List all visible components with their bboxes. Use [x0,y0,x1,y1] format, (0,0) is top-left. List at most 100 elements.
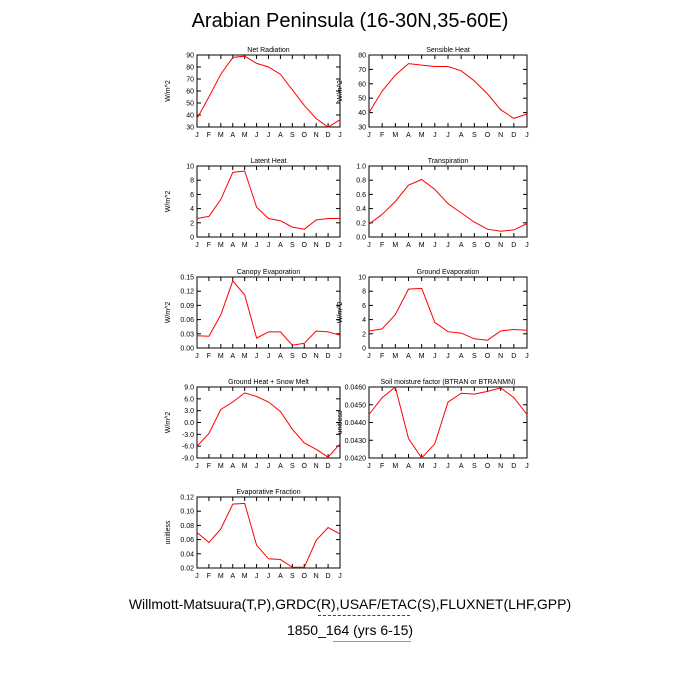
blue-dash-decoration [318,615,410,616]
plot-frame [368,276,528,349]
y-tick-label: 30 [358,125,366,132]
series-line [196,170,340,230]
y-tick-label: 0.0450 [345,402,367,409]
y-tick-label: 0.0 [356,235,366,242]
y-axis-label: W/m^2 [337,80,344,102]
x-tick-label: N [314,353,319,360]
y-tick-label: 10 [358,275,366,282]
page-title: Arabian Peninsula (16-30N,35-60E) [191,10,509,32]
x-tick-label: F [207,242,211,249]
y-tick-label: 70 [358,67,366,74]
x-tick-label: N [314,132,319,139]
x-tick-label: J [195,573,199,580]
x-tick-label: J [367,132,371,139]
x-tick-label: J [195,353,199,360]
x-tick-label: J [267,573,271,580]
y-tick-label: 0.00 [180,346,194,353]
x-tick-label: J [338,463,342,470]
x-tick-label: F [380,132,384,139]
y-tick-label: 80 [358,53,366,60]
x-tick-label: F [380,463,384,470]
y-tick-label: -3.0 [182,432,194,439]
x-tick-label: A [459,132,464,139]
y-tick-label: 6 [190,192,194,199]
x-tick-label: D [326,353,331,360]
x-tick-label: A [278,353,283,360]
plot-frame [196,386,341,459]
x-tick-label: S [472,132,477,139]
y-tick-label: 2 [190,220,194,227]
x-tick-label: J [255,353,259,360]
series-line [368,178,528,232]
x-tick-label: M [218,353,224,360]
x-tick-label: J [267,132,271,139]
x-tick-label: S [290,463,295,470]
x-tick-label: J [267,463,271,470]
x-tick-label: A [278,132,283,139]
panel-title: Soil moisture factor (BTRAN or BTRANMN) [381,379,516,386]
x-tick-label: M [242,353,248,360]
x-tick-label: O [302,463,308,470]
x-tick-label: N [498,353,503,360]
x-tick-label: J [446,132,450,139]
x-tick-label: J [525,353,529,360]
y-tick-label: 9.0 [184,385,194,392]
x-tick-label: J [525,463,529,470]
x-tick-label: A [459,463,464,470]
x-tick-label: S [290,573,295,580]
y-tick-label: 3.0 [184,408,194,415]
x-tick-label: M [419,132,425,139]
x-tick-label: O [485,463,491,470]
plot-frame [196,54,341,128]
x-tick-label: M [419,242,425,249]
panel-title: Latent Heat [250,158,286,165]
y-tick-label: 0.04 [180,551,194,558]
y-tick-label: 6 [362,303,366,310]
y-tick-label: 60 [186,89,194,96]
y-tick-label: 10 [186,164,194,171]
x-tick-label: F [380,353,384,360]
y-tick-label: 60 [358,81,366,88]
x-tick-label: M [392,242,398,249]
x-tick-label: A [278,242,283,249]
y-tick-label: 0.4 [356,206,366,213]
plot-frame [368,386,528,459]
x-tick-label: J [195,463,199,470]
y-tick-label: 8 [362,289,366,296]
x-tick-label: M [392,132,398,139]
y-tick-label: 0.0460 [345,385,367,392]
y-tick-label: 30 [186,125,194,132]
series-line [196,279,341,346]
x-tick-label: A [230,132,235,139]
x-tick-label: O [302,242,308,249]
x-tick-label: D [511,463,516,470]
y-tick-label: 4 [362,317,366,324]
x-tick-label: J [255,573,259,580]
x-tick-label: F [380,242,384,249]
y-tick-label: 0.02 [180,566,194,573]
x-tick-label: J [525,132,529,139]
series-line [196,502,341,568]
x-tick-label: S [290,242,295,249]
x-tick-label: J [367,463,371,470]
x-tick-label: M [242,463,248,470]
x-tick-label: S [472,353,477,360]
y-tick-label: 2 [362,331,366,338]
y-axis-label: unitless [165,520,172,544]
y-tick-label: 0.8 [356,178,366,185]
panel-title: Evaporative Fraction [236,489,300,496]
y-tick-label: -6.0 [182,444,194,451]
y-tick-label: 40 [186,113,194,120]
x-tick-label: D [326,132,331,139]
x-tick-label: A [230,573,235,580]
series-line [196,55,341,128]
y-tick-label: 50 [186,101,194,108]
panel-title: Canopy Evaporation [237,269,301,276]
x-tick-label: N [498,463,503,470]
x-tick-label: J [433,132,437,139]
x-tick-label: M [392,353,398,360]
x-tick-label: M [242,132,248,139]
y-axis-label: unitless [337,410,344,434]
y-axis-label: W/m^2 [165,412,172,434]
y-tick-label: 90 [186,53,194,60]
